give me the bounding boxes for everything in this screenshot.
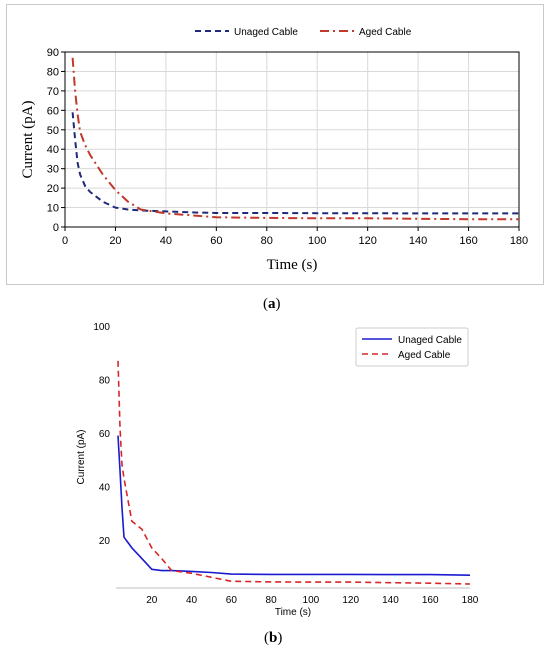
y-tick-label: 70: [47, 86, 59, 98]
caption-a-letter: a: [268, 296, 276, 312]
y-tick-label: 50: [47, 125, 59, 137]
x-tick-label: 160: [459, 235, 477, 247]
x-tick-label: 80: [266, 595, 278, 606]
y-tick-label: 20: [47, 183, 59, 195]
y-tick-label: 20: [99, 536, 111, 547]
x-tick-label: 160: [422, 595, 439, 606]
legend-label-aged-cable: Aged Cable: [398, 350, 451, 361]
x-tick-label: 60: [226, 595, 238, 606]
legend-box: [355, 327, 469, 367]
x-tick-label: 180: [510, 235, 528, 247]
x-tick-label: 140: [382, 595, 399, 606]
caption-b: (b): [264, 630, 283, 646]
x-tick-label: 140: [409, 235, 427, 247]
x-axis-label: Time (s): [267, 257, 318, 273]
y-tick-label: 90: [47, 47, 59, 59]
legend-label-aged-cable: Aged Cable: [359, 27, 412, 38]
caption-b-letter: b: [269, 630, 278, 646]
x-tick-label: 40: [186, 595, 198, 606]
series-line-unaged-cable: [117, 435, 471, 576]
x-tick-label: 20: [146, 595, 158, 606]
caption-a: (a): [263, 296, 281, 312]
y-tick-label: 60: [47, 105, 59, 117]
x-tick-label: 120: [358, 235, 376, 247]
y-tick-label: 30: [47, 164, 59, 176]
y-tick-label: 10: [47, 203, 59, 215]
series-line-unaged-cable: [71, 112, 519, 215]
x-tick-label: 100: [303, 595, 320, 606]
x-tick-label: 80: [261, 235, 273, 247]
plot-frame: [64, 51, 520, 228]
figure-a-frame: 0 20 40 60 80 100 120 140 160 180 0 10 20 30 40 50 60 70 8…: [6, 4, 544, 285]
y-tick-label: 80: [47, 66, 59, 78]
y-tick-label: 60: [99, 429, 111, 440]
x-tick-label: 0: [62, 235, 68, 247]
x-tick-label: 20: [109, 235, 121, 247]
x-tick-label: 180: [462, 595, 479, 606]
y-tick-label: 80: [99, 375, 111, 386]
series-line-aged-cable: [71, 57, 519, 221]
x-tick-label: 120: [342, 595, 359, 606]
chart-a: 0 20 40 60 80 100 120 140 160 180 0 10 20 30 40 50 60 70 8…: [20, 27, 528, 273]
x-tick-label: 60: [210, 235, 222, 247]
legend-label-unaged-cable: Unaged Cable: [398, 335, 462, 346]
x-tick-label: 100: [308, 235, 326, 247]
y-tick-label: 40: [99, 482, 111, 493]
legend-label-unaged-cable: Unaged Cable: [234, 27, 298, 38]
y-axis-label: Current (pA): [76, 429, 87, 484]
y-tick-label: 0: [53, 222, 59, 234]
y-tick-label: 100: [93, 322, 110, 333]
y-axis-label: Current (pA): [20, 101, 36, 179]
series-line-aged-cable: [117, 360, 471, 585]
x-axis-label: Time (s): [275, 607, 311, 618]
y-tick-label: 40: [47, 144, 59, 156]
x-tick-label: 40: [160, 235, 172, 247]
